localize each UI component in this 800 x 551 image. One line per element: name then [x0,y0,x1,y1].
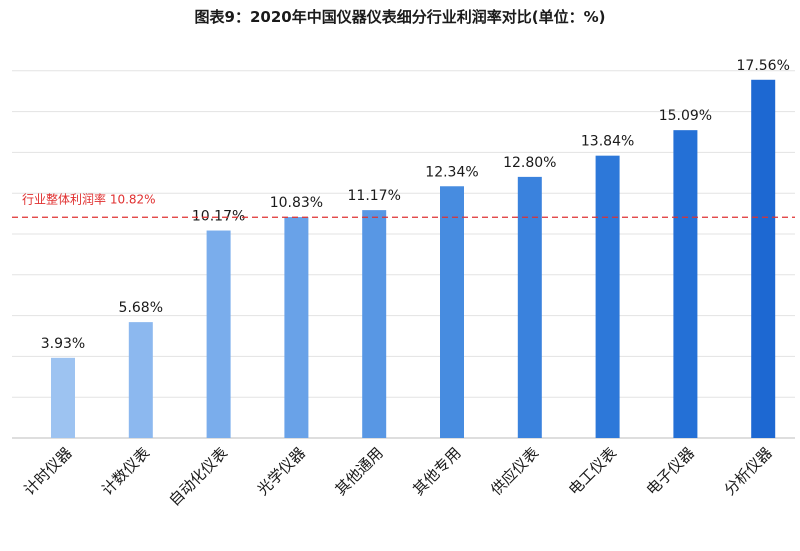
category-label: 电子仪器 [643,444,698,499]
bar [517,176,542,438]
bar-value-label: 13.84% [581,134,634,150]
bar-value-label: 10.83% [270,195,323,211]
bar-value-label: 5.68% [119,300,163,316]
bar [128,322,153,438]
category-label: 供应仪表 [487,444,542,499]
average-reference-label: 行业整体利润率 10.82% [22,191,156,206]
bar [206,230,231,438]
bar [51,357,75,438]
category-label: 分析仪器 [721,444,776,499]
bar [673,130,698,438]
bar [284,217,309,438]
bar-value-label: 15.09% [659,108,712,124]
category-label: 电工仪表 [565,444,620,499]
bar-value-label: 3.93% [41,336,85,352]
category-label: 光学仪器 [254,444,309,499]
category-label: 其他通用 [332,444,387,499]
category-label: 计数仪表 [98,444,153,499]
bar-value-label: 12.34% [425,164,478,180]
bar [751,79,776,438]
bar-value-label: 10.17% [192,209,245,225]
bar-value-label: 11.17% [348,188,401,204]
category-label: 计时仪器 [20,444,75,499]
bar-value-label: 17.56% [737,58,790,74]
bar [440,186,464,438]
bar [362,210,387,438]
chart-title: 图表9：2020年中国仪器仪表细分行业利润率对比(单位：%) [194,8,606,26]
bar [595,155,620,438]
category-label: 其他专用 [409,444,464,499]
category-label: 自动化仪表 [165,444,231,510]
bar-value-label: 12.80% [503,155,556,171]
